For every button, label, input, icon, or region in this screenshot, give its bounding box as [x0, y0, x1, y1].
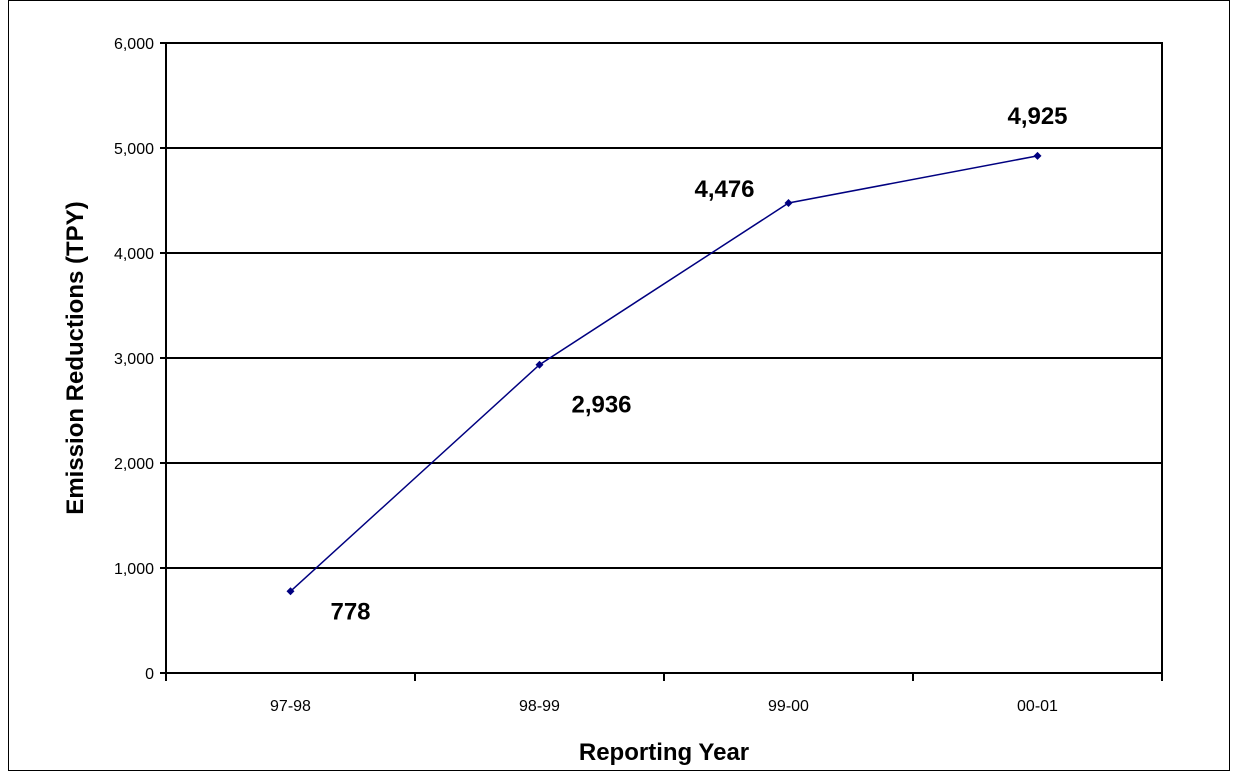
y-tick-label: 4,000 [114, 246, 154, 263]
data-point-marker [286, 587, 295, 596]
x-axis: 97-98 98-99 99-00 00-01 [165, 673, 1163, 715]
data-point-marker [784, 199, 793, 208]
series-line [286, 151, 1042, 596]
data-label: 2,936 [571, 392, 631, 419]
y-tick-label: 1,000 [114, 561, 154, 578]
x-tick-label: 98-99 [519, 698, 560, 715]
y-tick-label: 6,000 [114, 36, 154, 53]
x-tick-label: 99-00 [768, 698, 809, 715]
x-axis-title: Reporting Year [579, 739, 749, 766]
gridlines [166, 147, 1162, 569]
y-tick-label: 2,000 [114, 456, 154, 473]
chart-frame [8, 0, 1230, 771]
y-axis: 0 1,000 2,000 3,000 4,000 5,000 6,000 [114, 36, 166, 683]
y-tick-label: 5,000 [114, 141, 154, 158]
data-point-marker [1033, 151, 1042, 160]
data-point-marker [535, 360, 544, 369]
x-tick-label: 00-01 [1017, 698, 1058, 715]
data-label: 4,925 [1007, 103, 1067, 130]
series-path [289, 155, 1038, 592]
data-labels: 778 2,936 4,476 4,925 [330, 103, 1067, 625]
y-axis-title: Emission Reductions (TPY) [62, 201, 89, 514]
x-tick-label: 97-98 [270, 698, 311, 715]
y-tick-label: 3,000 [114, 351, 154, 368]
data-label: 4,476 [694, 176, 754, 203]
data-label: 778 [330, 598, 370, 625]
y-tick-label: 0 [145, 666, 154, 683]
